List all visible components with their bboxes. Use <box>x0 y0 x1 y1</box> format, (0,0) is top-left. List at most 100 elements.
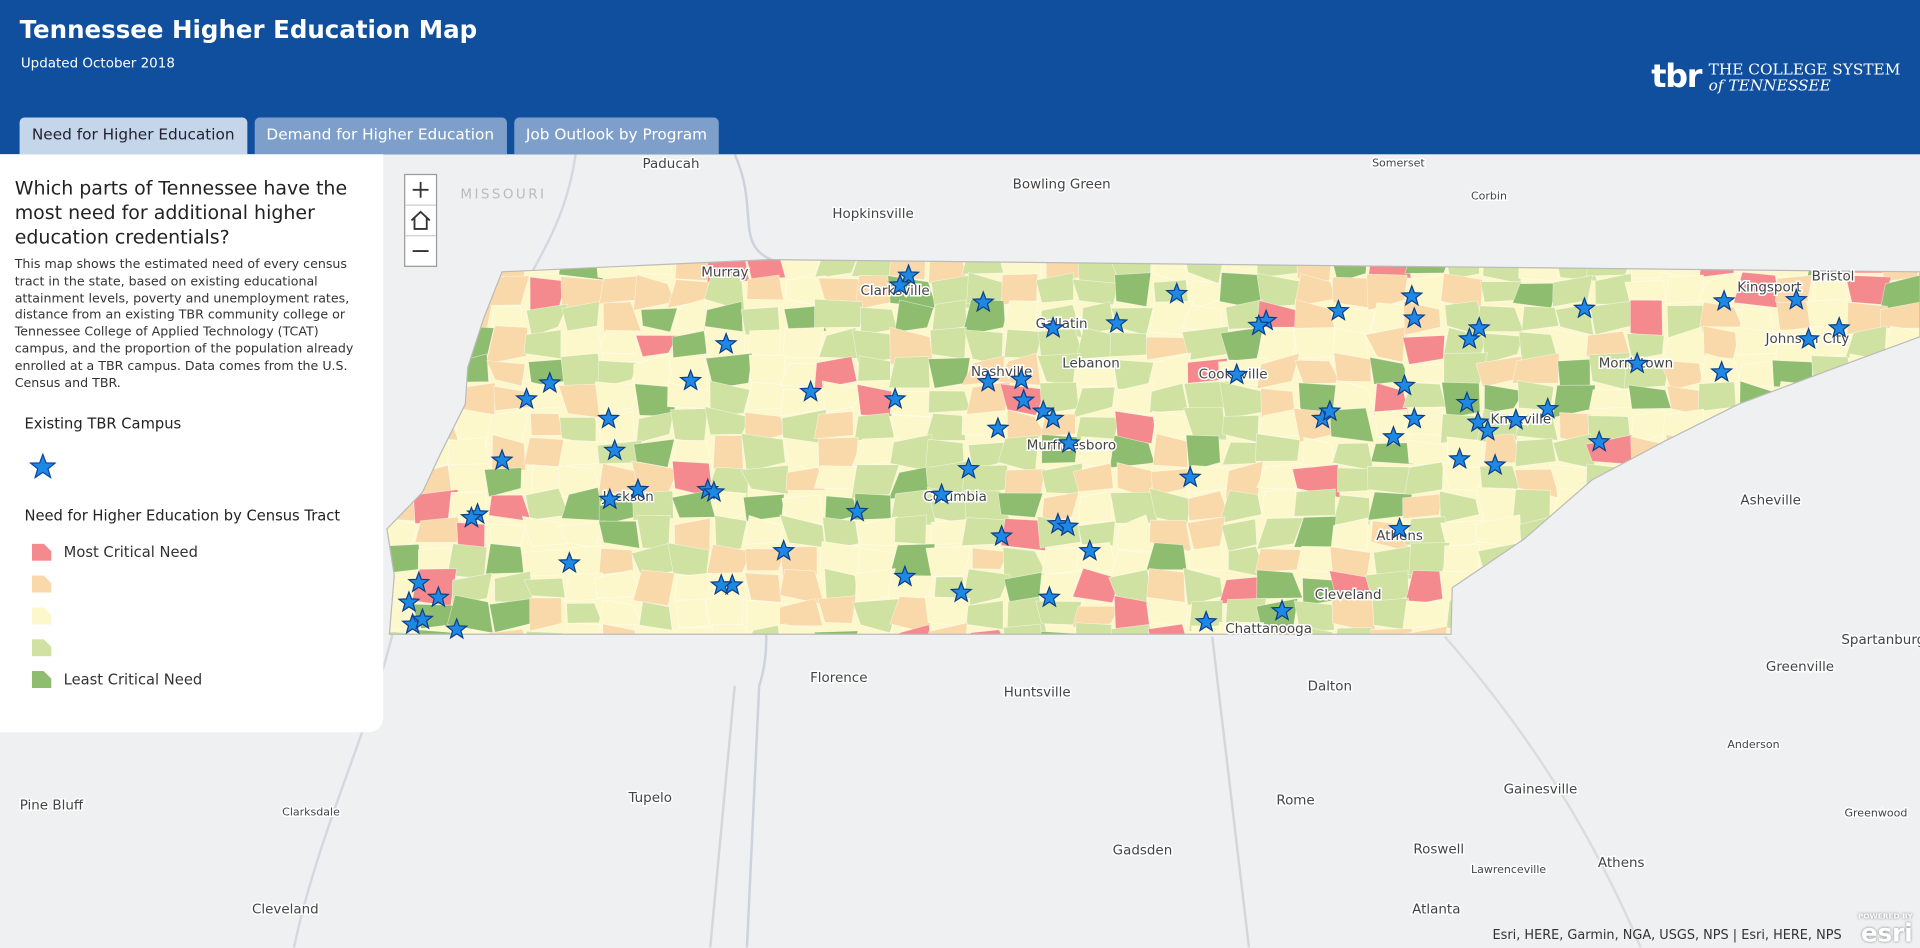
legend-item: Least Critical Need <box>31 671 202 689</box>
campus-marker[interactable] <box>1784 287 1808 310</box>
campus-marker[interactable] <box>514 387 539 410</box>
campus-marker[interactable] <box>1504 407 1528 430</box>
campus-marker[interactable] <box>1455 390 1479 413</box>
campus-marker[interactable] <box>603 438 627 461</box>
census-tract <box>1402 493 1443 520</box>
tab[interactable]: Need for Higher Education <box>19 117 247 155</box>
campus-marker[interactable] <box>1009 367 1033 390</box>
campus-marker[interactable] <box>799 379 823 402</box>
campus-marker[interactable] <box>557 551 581 574</box>
campus-marker[interactable] <box>956 456 981 479</box>
census-tract <box>602 301 642 334</box>
campus-marker[interactable] <box>709 573 733 596</box>
census-tract <box>1256 627 1300 635</box>
campus-marker[interactable] <box>490 448 514 471</box>
campus-marker[interactable] <box>930 482 954 505</box>
campus-marker[interactable] <box>1388 516 1412 539</box>
census-tract <box>1515 410 1559 441</box>
campus-marker[interactable] <box>714 331 738 354</box>
campus-marker[interactable] <box>1381 424 1406 448</box>
campus-marker[interactable] <box>1587 429 1611 452</box>
campus-marker[interactable] <box>1247 313 1271 336</box>
census-tract <box>1402 600 1446 631</box>
campus-marker[interactable] <box>1012 388 1036 411</box>
campus-marker[interactable] <box>772 538 796 561</box>
census-tract <box>1626 333 1665 360</box>
campus-marker[interactable] <box>407 570 431 593</box>
campus-marker[interactable] <box>1710 360 1734 383</box>
campus-marker[interactable] <box>397 590 421 613</box>
campus-marker[interactable] <box>990 524 1014 547</box>
census-tract <box>1443 544 1481 576</box>
place-label: Tupelo <box>627 791 672 806</box>
campus-marker[interactable] <box>679 368 703 391</box>
campus-marker[interactable] <box>1078 538 1102 561</box>
campus-marker[interactable] <box>883 387 907 410</box>
census-tract <box>894 299 934 333</box>
campus-marker[interactable] <box>1402 406 1426 429</box>
campus-marker[interactable] <box>1037 585 1061 608</box>
census-tract <box>924 596 971 628</box>
campus-marker[interactable] <box>1400 284 1424 307</box>
campus-marker[interactable] <box>1270 598 1294 621</box>
campus-marker[interactable] <box>1448 447 1472 470</box>
campus-marker[interactable] <box>896 263 921 286</box>
campus-marker[interactable] <box>1476 418 1500 441</box>
place-label: Huntsville <box>1004 686 1071 701</box>
census-tract <box>1333 352 1372 383</box>
campus-marker[interactable] <box>410 607 435 630</box>
campus-marker[interactable] <box>702 480 726 503</box>
campus-marker[interactable] <box>1796 327 1821 350</box>
campus-marker[interactable] <box>1057 431 1081 454</box>
campus-marker[interactable] <box>1178 465 1202 488</box>
campus-marker[interactable] <box>1536 396 1560 419</box>
campus-marker[interactable] <box>1225 362 1249 385</box>
campus-marker[interactable] <box>1466 410 1490 433</box>
census-tract <box>1072 462 1114 493</box>
campus-marker[interactable] <box>426 585 450 608</box>
campus-marker[interactable] <box>1625 351 1649 374</box>
campus-marker[interactable] <box>445 617 469 640</box>
campus-marker[interactable] <box>1402 306 1426 329</box>
campus-marker[interactable] <box>1483 453 1507 476</box>
campus-marker[interactable] <box>1318 399 1342 422</box>
zoom-out[interactable] <box>405 236 436 265</box>
tab[interactable]: Job Outlook by Program <box>513 117 720 155</box>
campus-marker[interactable] <box>1827 316 1851 339</box>
campus-marker[interactable] <box>986 416 1010 439</box>
campus-marker[interactable] <box>1056 514 1080 537</box>
campus-marker[interactable] <box>459 505 484 528</box>
campus-marker[interactable] <box>1467 316 1491 339</box>
census-tract <box>813 411 854 440</box>
zoom-in[interactable] <box>405 175 436 206</box>
census-tract <box>888 259 927 280</box>
campus-marker[interactable] <box>976 369 1000 392</box>
campus-marker[interactable] <box>971 290 995 313</box>
campus-marker[interactable] <box>598 487 622 510</box>
campus-marker[interactable] <box>538 371 562 394</box>
map[interactable]: MISSOURI Paducah Somerset Bowling Green Corb… <box>0 154 1920 948</box>
campus-marker[interactable] <box>1165 281 1189 304</box>
census-tract <box>485 628 533 635</box>
campus-marker[interactable] <box>949 580 973 603</box>
campus-marker[interactable] <box>1041 316 1065 339</box>
campus-marker[interactable] <box>1392 373 1417 396</box>
campus-marker[interactable] <box>1105 311 1129 334</box>
tab[interactable]: Demand for Higher Education <box>254 117 507 155</box>
campus-marker[interactable] <box>1326 298 1350 321</box>
campus-marker[interactable] <box>1457 327 1481 350</box>
census-tract <box>1114 410 1156 444</box>
legend-swatch <box>31 639 52 657</box>
campus-marker[interactable] <box>893 564 917 587</box>
campus-marker[interactable] <box>1572 296 1597 319</box>
campus-marker[interactable] <box>888 273 912 296</box>
place-label: Pine Bluff <box>20 798 84 813</box>
campus-marker[interactable] <box>1041 406 1065 429</box>
campus-marker[interactable] <box>1194 609 1218 632</box>
campus-marker[interactable] <box>596 406 621 429</box>
census-tract <box>777 623 825 635</box>
home[interactable] <box>405 206 436 237</box>
campus-marker[interactable] <box>845 499 869 522</box>
campus-marker[interactable] <box>1712 289 1736 312</box>
campus-marker[interactable] <box>626 477 650 500</box>
